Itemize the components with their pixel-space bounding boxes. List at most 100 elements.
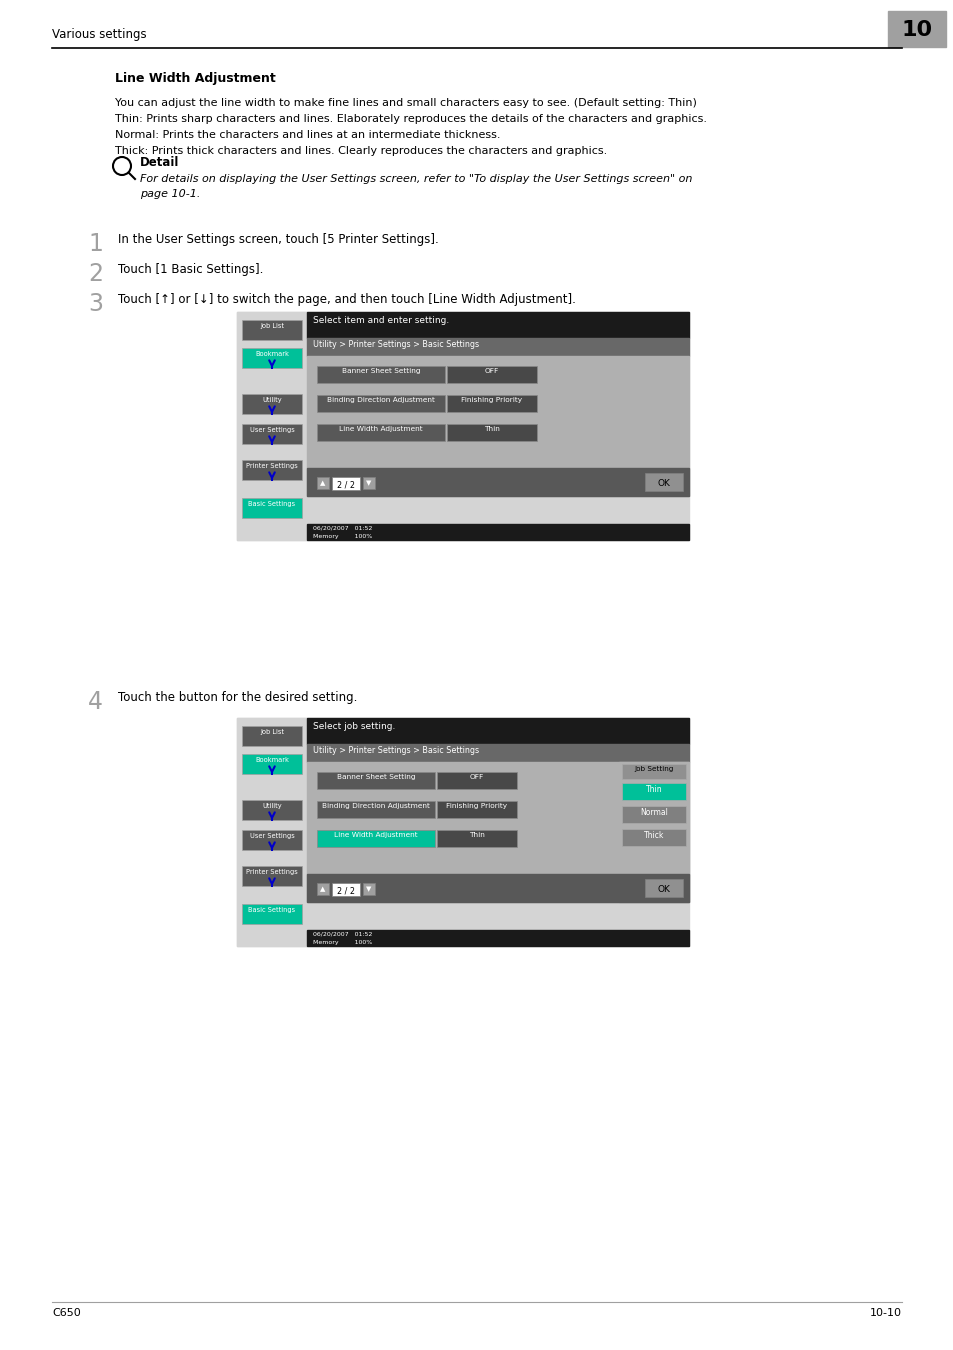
Text: Banner Sheet Setting: Banner Sheet Setting	[336, 774, 415, 780]
Text: You can adjust the line width to make fine lines and small characters easy to se: You can adjust the line width to make fi…	[115, 99, 696, 108]
Bar	[316, 772, 435, 788]
Bar	[316, 830, 435, 846]
Text: ▼: ▼	[366, 886, 372, 892]
Bar	[307, 930, 688, 946]
Text: Thin: Thin	[483, 427, 499, 432]
Bar	[436, 801, 517, 818]
Bar	[316, 366, 444, 383]
Text: Job Setting: Job Setting	[634, 765, 673, 772]
Text: Line Width Adjustment: Line Width Adjustment	[115, 72, 275, 85]
Bar	[447, 396, 537, 412]
Bar	[621, 806, 685, 824]
Text: 06/20/2007   01:52: 06/20/2007 01:52	[313, 525, 372, 531]
Bar	[887, 11, 945, 47]
Text: Touch the button for the desired setting.: Touch the button for the desired setting…	[118, 691, 357, 703]
Bar	[242, 348, 302, 369]
Text: 10-10: 10-10	[869, 1308, 901, 1318]
Bar	[363, 883, 375, 895]
Bar	[236, 312, 307, 540]
Text: C650: C650	[52, 1308, 81, 1318]
Bar	[307, 744, 688, 761]
Text: Printer Settings: Printer Settings	[246, 869, 297, 875]
Text: Printer Settings: Printer Settings	[246, 463, 297, 468]
Text: Basic Settings: Basic Settings	[248, 501, 295, 508]
Bar	[242, 320, 302, 340]
Bar	[242, 830, 302, 850]
Text: Line Width Adjustment: Line Width Adjustment	[339, 427, 422, 432]
Text: ▼: ▼	[366, 481, 372, 486]
Text: Thin: Thin	[645, 784, 661, 794]
Bar	[307, 718, 688, 744]
Bar	[236, 718, 307, 946]
Bar	[242, 755, 302, 774]
Text: Touch [↑] or [↓] to switch the page, and then touch [Line Width Adjustment].: Touch [↑] or [↓] to switch the page, and…	[118, 293, 576, 306]
Text: OK: OK	[657, 886, 670, 894]
Text: Normal: Prints the characters and lines at an intermediate thickness.: Normal: Prints the characters and lines …	[115, 130, 500, 140]
Text: In the User Settings screen, touch [5 Printer Settings].: In the User Settings screen, touch [5 Pr…	[118, 234, 438, 246]
Bar	[436, 830, 517, 846]
Text: Touch [1 Basic Settings].: Touch [1 Basic Settings].	[118, 263, 263, 275]
Text: 1: 1	[88, 232, 103, 256]
Bar	[242, 424, 302, 444]
Bar	[436, 772, 517, 788]
Bar	[242, 394, 302, 414]
Text: For details on displaying the User Settings screen, refer to "To display the Use: For details on displaying the User Setti…	[140, 174, 692, 184]
Bar	[644, 472, 682, 491]
Text: Memory        100%: Memory 100%	[313, 535, 372, 539]
Text: Bookmark: Bookmark	[254, 757, 289, 763]
Text: Job List: Job List	[260, 729, 284, 734]
Bar	[618, 761, 688, 902]
Text: 3: 3	[88, 292, 103, 316]
Bar	[242, 460, 302, 481]
Text: Thin: Prints sharp characters and lines. Elaborately reproduces the details of t: Thin: Prints sharp characters and lines.…	[115, 113, 706, 124]
Bar	[447, 366, 537, 383]
Bar	[242, 801, 302, 819]
Text: ▲: ▲	[320, 886, 325, 892]
Text: OFF: OFF	[470, 774, 483, 780]
Bar	[307, 312, 688, 338]
Bar	[307, 468, 688, 495]
Bar	[316, 477, 329, 489]
Text: ▲: ▲	[320, 481, 325, 486]
Text: Bookmark: Bookmark	[254, 351, 289, 356]
Text: Thick: Thick	[643, 832, 663, 840]
Bar	[236, 718, 688, 946]
Bar	[621, 783, 685, 801]
Text: OK: OK	[657, 479, 670, 487]
Bar	[316, 883, 329, 895]
Bar	[242, 904, 302, 923]
Bar	[363, 477, 375, 489]
Text: OFF: OFF	[484, 369, 498, 374]
Text: Memory        100%: Memory 100%	[313, 940, 372, 945]
Text: Utility: Utility	[262, 397, 281, 404]
Bar	[332, 477, 359, 490]
Bar	[307, 338, 688, 356]
Text: Banner Sheet Setting: Banner Sheet Setting	[341, 369, 420, 374]
Text: Binding Direction Adjustment: Binding Direction Adjustment	[327, 397, 435, 404]
Bar	[316, 801, 435, 818]
Text: Thin: Thin	[469, 832, 484, 838]
Bar	[644, 879, 682, 896]
Text: Various settings: Various settings	[52, 28, 147, 40]
Text: Select item and enter setting.: Select item and enter setting.	[313, 316, 449, 325]
Text: User Settings: User Settings	[250, 833, 294, 838]
Bar	[307, 873, 688, 902]
Bar	[307, 524, 688, 540]
Text: Basic Settings: Basic Settings	[248, 907, 295, 913]
Text: Select job setting.: Select job setting.	[313, 722, 395, 730]
Bar	[621, 829, 685, 846]
Text: Job List: Job List	[260, 323, 284, 329]
Bar	[447, 424, 537, 441]
Bar	[236, 312, 688, 540]
Bar	[316, 424, 444, 441]
Bar	[242, 498, 302, 518]
Text: 2 / 2: 2 / 2	[336, 886, 355, 895]
Text: 10: 10	[901, 20, 932, 40]
Bar	[242, 726, 302, 747]
Text: 06/20/2007   01:52: 06/20/2007 01:52	[313, 931, 372, 936]
Text: Line Width Adjustment: Line Width Adjustment	[334, 832, 417, 838]
Text: Normal: Normal	[639, 809, 667, 817]
Text: page 10-1.: page 10-1.	[140, 189, 200, 198]
Bar	[621, 764, 685, 779]
Text: 2: 2	[88, 262, 103, 286]
